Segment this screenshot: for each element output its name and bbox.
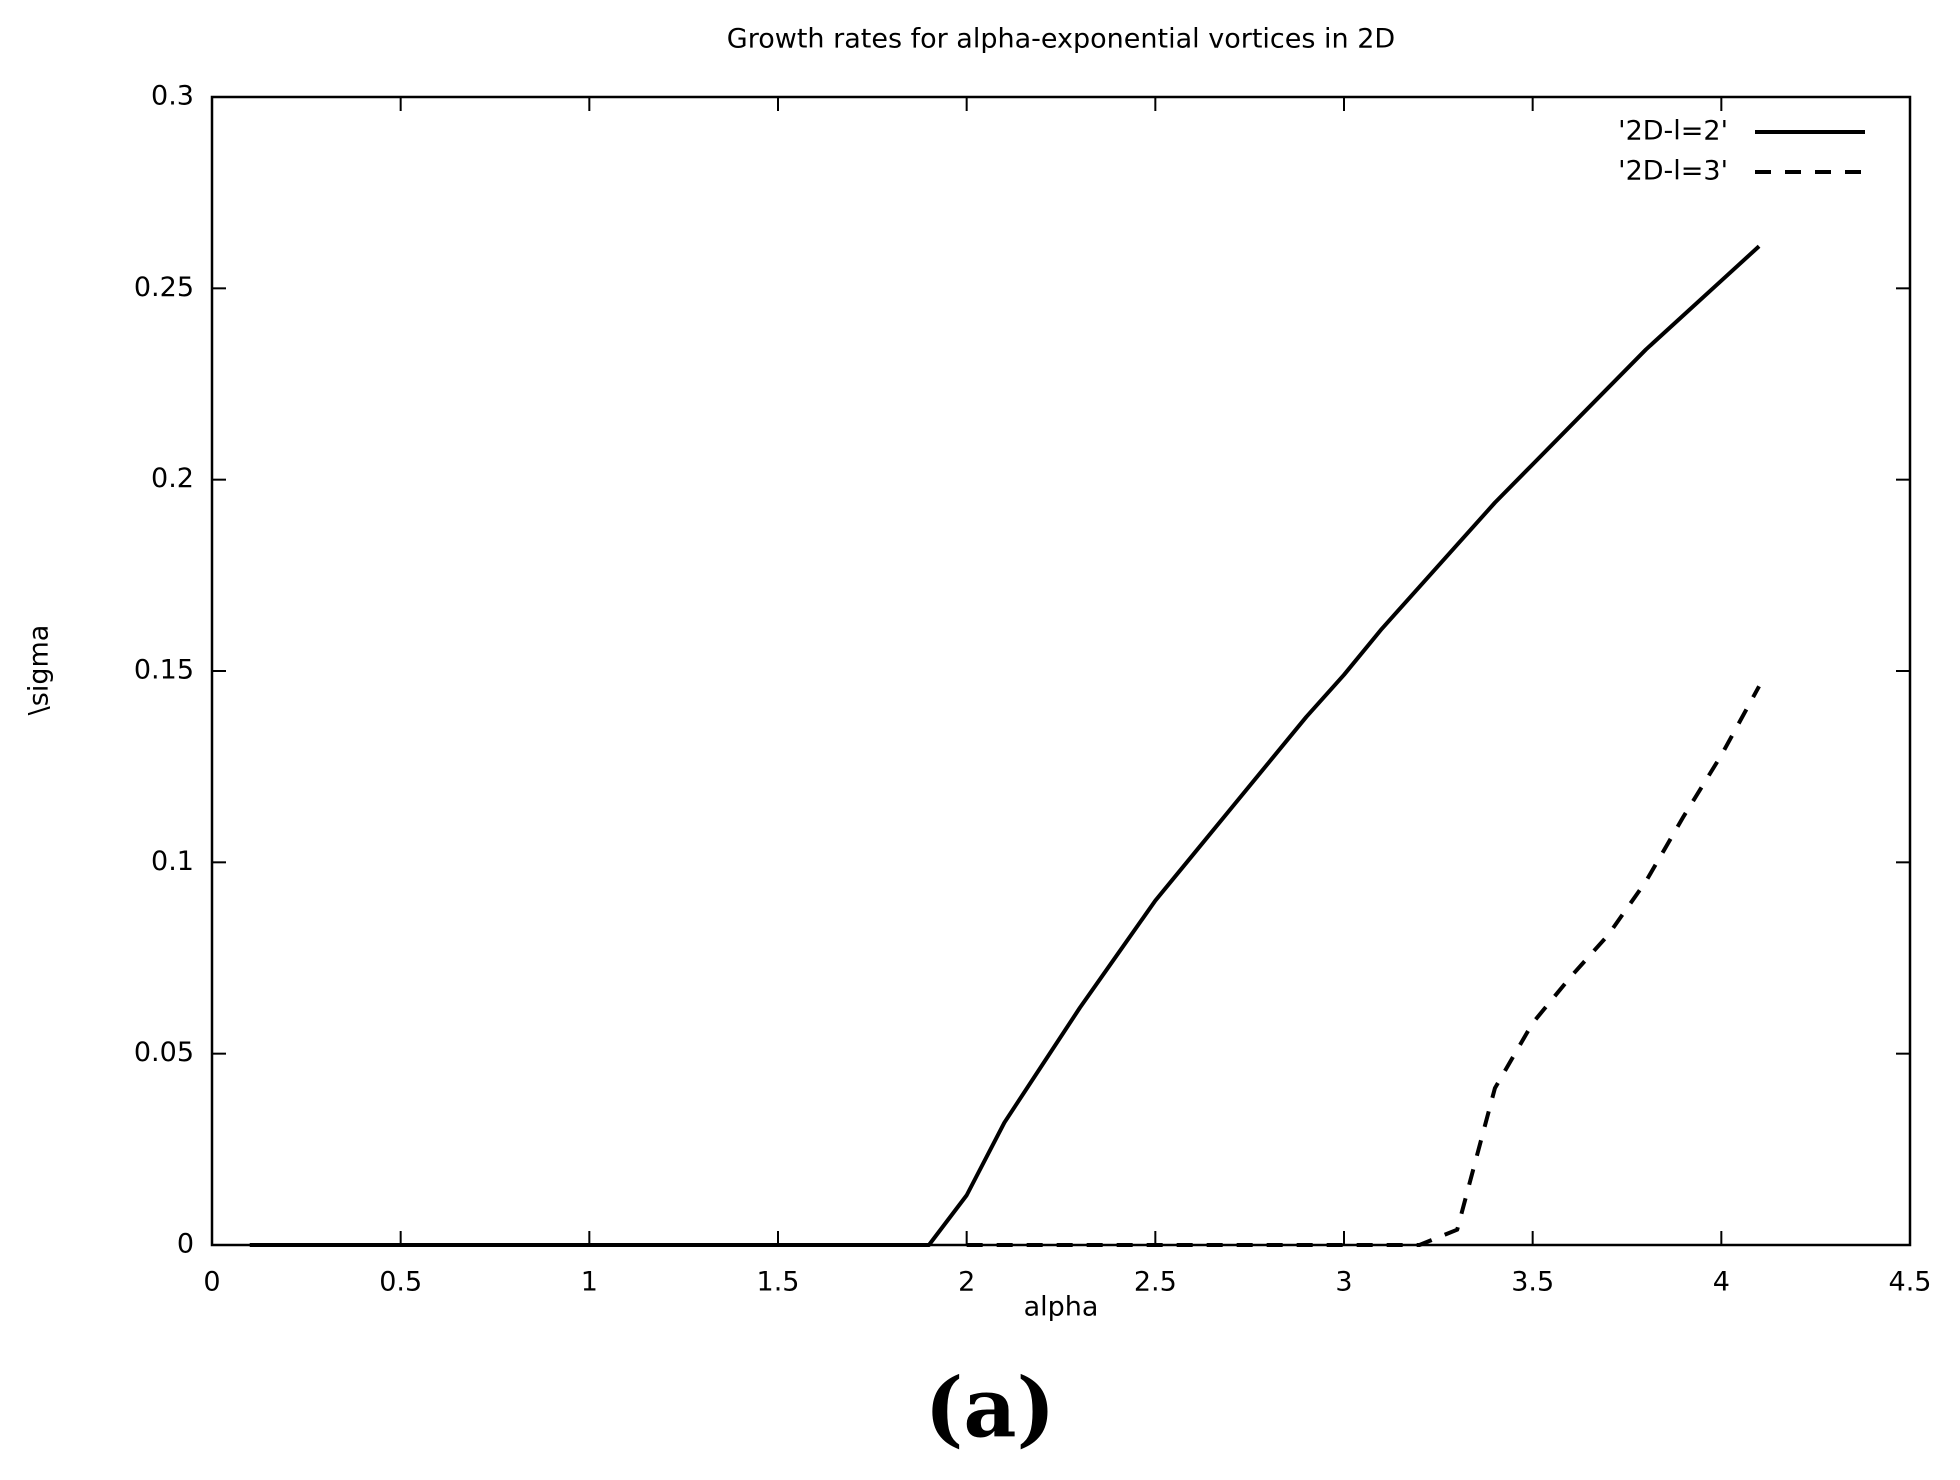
caption: (a): [925, 1360, 1056, 1456]
x-axis-label: alpha: [1024, 1292, 1099, 1323]
y-tick-label: 0.15: [134, 655, 194, 686]
x-tick-label: 1: [581, 1267, 598, 1298]
y-axis-label: \sigma: [24, 625, 55, 716]
chart-title: Growth rates for alpha-exponential vorti…: [727, 24, 1395, 55]
x-tick-label: 3: [1335, 1267, 1352, 1298]
y-tick-label: 0: [177, 1229, 194, 1260]
x-tick-label: 2: [958, 1267, 975, 1298]
y-tick-label: 0.25: [134, 272, 194, 303]
y-tick-label: 0.1: [151, 846, 194, 877]
x-tick-label: 1.5: [757, 1267, 800, 1298]
series-line: [249, 244, 1761, 1247]
x-tick-label: 2.5: [1134, 1267, 1177, 1298]
x-tick-label: 0.5: [379, 1267, 422, 1298]
legend-label: '2D-l=2': [1618, 116, 1728, 147]
series-line: [966, 685, 1761, 1247]
y-tick-label: 0.2: [151, 463, 194, 494]
legend-label: '2D-l=3': [1618, 156, 1728, 187]
x-tick-label: 4: [1713, 1267, 1730, 1298]
x-tick-label: 0: [203, 1267, 220, 1298]
y-tick-label: 0.3: [151, 81, 194, 112]
plot-frame: [210, 95, 1912, 1247]
x-tick-label: 4.5: [1889, 1267, 1932, 1298]
x-tick-label: 3.5: [1511, 1267, 1554, 1298]
y-tick-label: 0.05: [134, 1037, 194, 1068]
